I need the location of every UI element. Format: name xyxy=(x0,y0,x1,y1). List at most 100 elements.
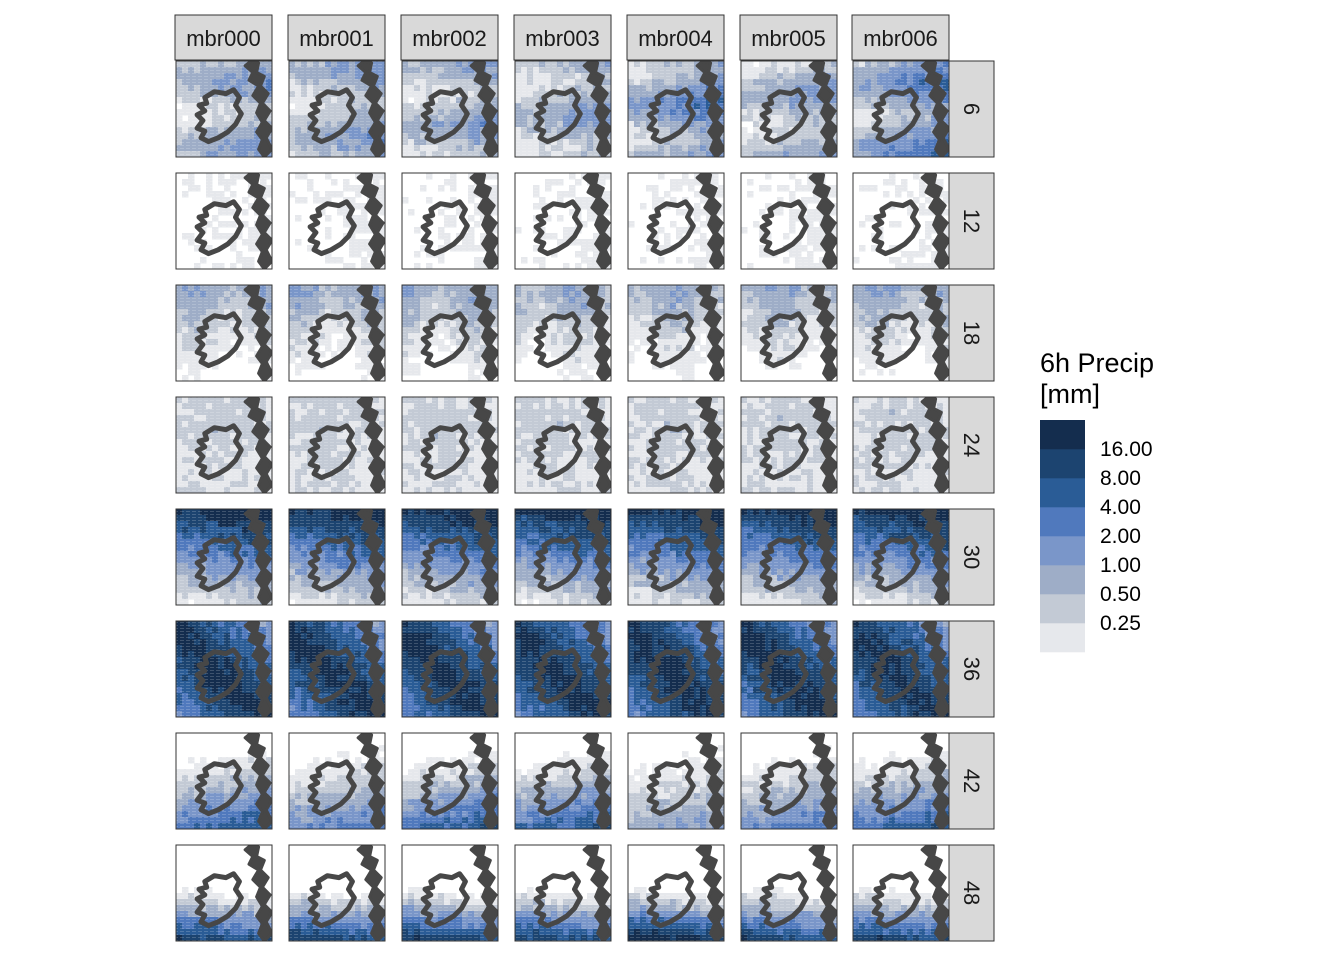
precip-field xyxy=(853,173,949,269)
legend-label: 16.00 xyxy=(1100,438,1153,461)
member-strip xyxy=(739,14,838,61)
precip-field xyxy=(176,173,272,269)
panel-border xyxy=(627,396,725,494)
precip-field xyxy=(176,61,272,157)
coastline-ireland xyxy=(420,311,470,369)
legend-label: 0.50 xyxy=(1100,583,1141,606)
coastline-britain xyxy=(356,61,385,157)
map-panel xyxy=(514,172,612,270)
panel-border xyxy=(627,60,725,158)
map-panel xyxy=(514,508,612,606)
panel-border xyxy=(175,508,273,606)
precip-field xyxy=(176,509,272,605)
map-panel xyxy=(288,60,386,158)
coastline-britain xyxy=(695,845,724,941)
coastline-britain xyxy=(356,397,385,493)
legend-title-line-2: [mm] xyxy=(1040,379,1100,409)
precip-field xyxy=(741,173,837,269)
precip-field xyxy=(402,397,498,493)
coastline-ireland xyxy=(871,311,921,369)
legend-key xyxy=(1040,536,1085,566)
coastline-britain xyxy=(582,733,611,829)
map-panel xyxy=(627,172,725,270)
precip-field xyxy=(853,61,949,157)
member-strip xyxy=(851,14,950,61)
coastline-britain xyxy=(582,621,611,717)
coastline-ireland xyxy=(759,87,809,145)
precip-field xyxy=(289,173,385,269)
coastline-ireland xyxy=(420,535,470,593)
coastline-britain xyxy=(469,61,498,157)
coastline-ireland xyxy=(871,647,921,705)
coastline-ireland xyxy=(646,199,696,257)
coastline-britain xyxy=(808,845,837,941)
legend-key xyxy=(1040,565,1085,595)
precip-field xyxy=(515,621,611,717)
panel-border xyxy=(740,732,838,830)
legend-key xyxy=(1040,420,1085,450)
coastline-britain xyxy=(469,733,498,829)
panel-border xyxy=(627,844,725,942)
precip-field xyxy=(853,621,949,717)
coastline-ireland xyxy=(871,759,921,817)
precip-field xyxy=(628,733,724,829)
coastline-britain xyxy=(920,397,949,493)
coastline-ireland xyxy=(533,535,583,593)
map-panel xyxy=(852,844,950,942)
coastline-ireland xyxy=(420,759,470,817)
coastline-britain xyxy=(920,285,949,381)
member-strip-label: mbr004 xyxy=(638,26,713,51)
panel-border xyxy=(401,620,499,718)
coastline-britain xyxy=(695,285,724,381)
map-panel xyxy=(288,508,386,606)
coastline-britain xyxy=(469,621,498,717)
coastline-ireland xyxy=(194,199,244,257)
map-panel xyxy=(514,284,612,382)
coastline-ireland xyxy=(420,423,470,481)
coastline-britain xyxy=(582,61,611,157)
coastline-ireland xyxy=(194,87,244,145)
coastline-ireland xyxy=(646,647,696,705)
lead-time-strip xyxy=(948,508,995,606)
panel-border xyxy=(740,508,838,606)
lead-time-strip-label: 48 xyxy=(959,881,984,905)
coastline-ireland xyxy=(533,871,583,929)
panel-border xyxy=(175,732,273,830)
coastline-britain xyxy=(469,397,498,493)
map-panel xyxy=(514,844,612,942)
coastline-britain xyxy=(808,509,837,605)
map-panel xyxy=(852,396,950,494)
panel-border xyxy=(401,172,499,270)
precip-field xyxy=(402,845,498,941)
coastline-ireland xyxy=(533,423,583,481)
map-panel xyxy=(627,284,725,382)
member-strip xyxy=(287,14,386,61)
map-panel xyxy=(288,284,386,382)
panel-border xyxy=(288,396,386,494)
panel-border xyxy=(627,732,725,830)
coastline-ireland xyxy=(759,199,809,257)
coastline-ireland xyxy=(759,535,809,593)
coastline-ireland xyxy=(194,759,244,817)
map-panel xyxy=(627,844,725,942)
map-panel xyxy=(288,396,386,494)
precip-field xyxy=(176,733,272,829)
coastline-ireland xyxy=(194,423,244,481)
legend-labels: 16.00 8.00 4.00 2.00 1.00 0.50 0.25 xyxy=(1100,438,1153,635)
panel-border xyxy=(401,284,499,382)
precip-field xyxy=(741,845,837,941)
legend-key xyxy=(1040,623,1085,653)
coastline-ireland xyxy=(307,87,357,145)
panel-border xyxy=(175,396,273,494)
coastline-ireland xyxy=(420,199,470,257)
panel-border xyxy=(288,60,386,158)
legend-label: 8.00 xyxy=(1100,467,1141,490)
map-panel xyxy=(514,732,612,830)
panel-border xyxy=(627,284,725,382)
panel-border xyxy=(288,732,386,830)
precip-field xyxy=(741,509,837,605)
coastline-ireland xyxy=(871,535,921,593)
map-panels xyxy=(175,60,950,942)
map-panel xyxy=(401,732,499,830)
